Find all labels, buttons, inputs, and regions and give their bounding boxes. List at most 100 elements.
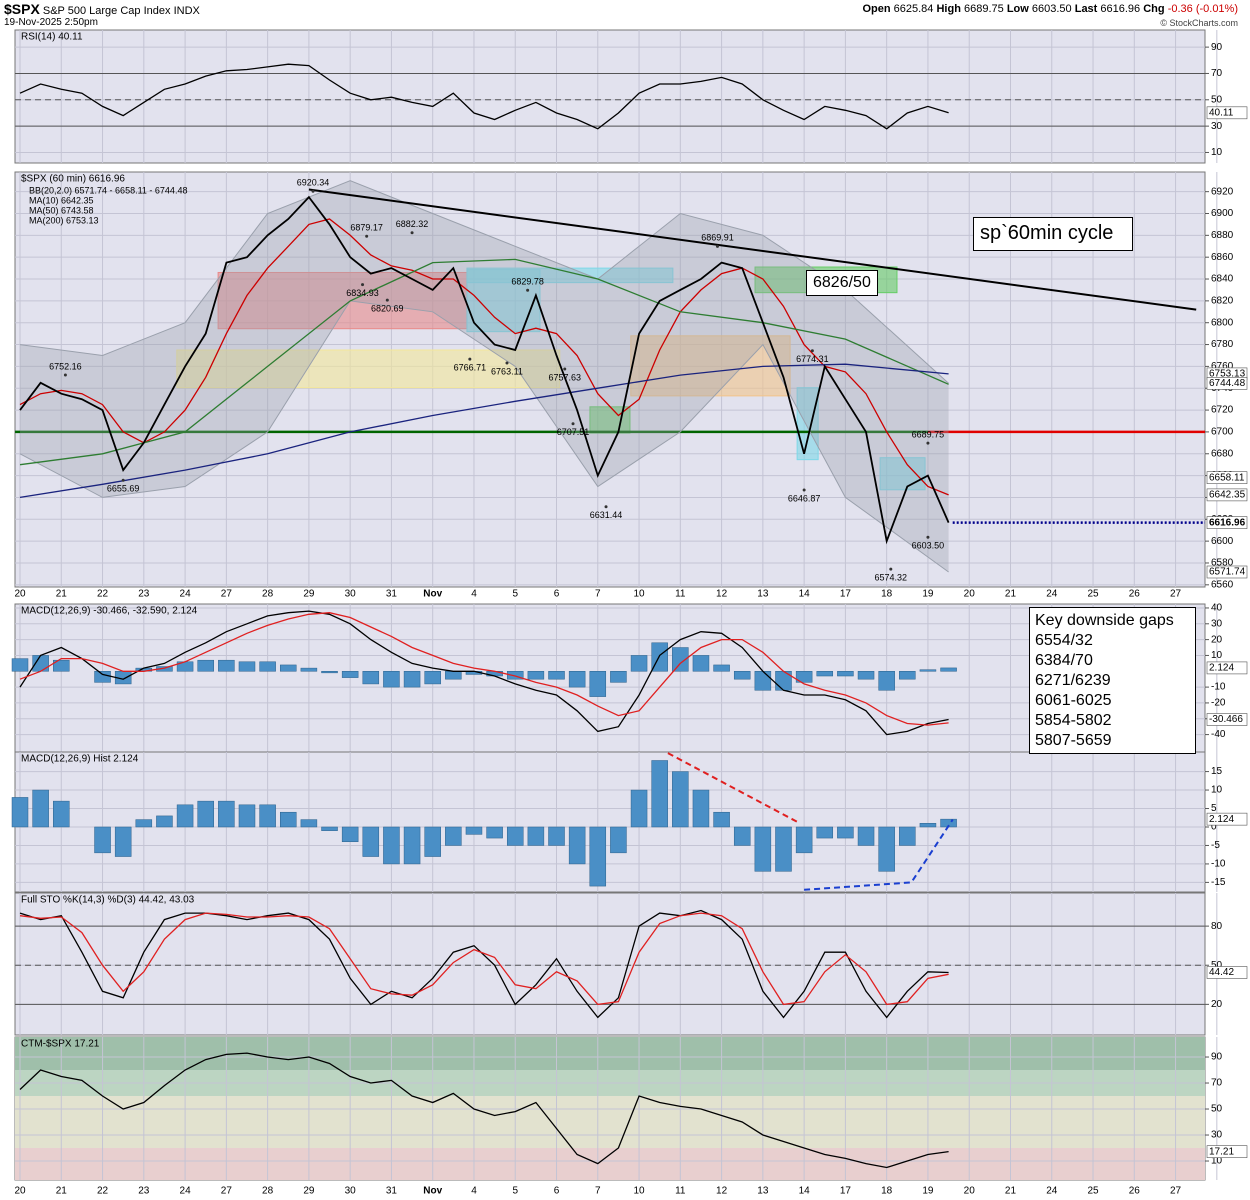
histogram-bar bbox=[672, 647, 689, 672]
panel-title: MACD(12,26,9) Hist 2.124 bbox=[21, 754, 139, 765]
panel-bg bbox=[14, 751, 1206, 893]
histogram-bar bbox=[403, 826, 421, 865]
histogram-bar bbox=[506, 826, 524, 846]
histogram-bar bbox=[362, 671, 380, 685]
last-value-box bbox=[1206, 488, 1248, 502]
x-tick-label: 7 bbox=[595, 1186, 601, 1197]
y-tick-label: 6600 bbox=[1211, 536, 1234, 547]
histogram-bar bbox=[321, 826, 338, 831]
x-tick-label: 13 bbox=[757, 1186, 769, 1197]
histogram-bar bbox=[692, 655, 710, 672]
y-tick-label: 10 bbox=[1211, 785, 1223, 796]
histogram-bar bbox=[94, 826, 111, 854]
annotation-label: 6869.91 bbox=[701, 233, 734, 243]
zone-label: 6826/50 bbox=[806, 270, 878, 296]
last-value-label: 2.124 bbox=[1209, 814, 1234, 825]
histogram-bar bbox=[630, 655, 648, 672]
x-tick-label: 31 bbox=[386, 589, 398, 600]
x-tick-label: Nov bbox=[423, 1186, 442, 1197]
band bbox=[15, 1096, 1205, 1149]
histogram-bar bbox=[238, 661, 256, 672]
x-tick-label: 5 bbox=[512, 1186, 518, 1197]
histogram-bar bbox=[506, 671, 524, 680]
x-tick-label: 27 bbox=[1170, 1186, 1182, 1197]
annotation-point bbox=[361, 283, 365, 287]
y-tick-label: 0 bbox=[1211, 822, 1217, 833]
histogram-bar bbox=[53, 659, 70, 672]
y-tick-label: 20 bbox=[1211, 999, 1223, 1010]
x-tick-label: 21 bbox=[56, 1186, 68, 1197]
series-line bbox=[19, 612, 949, 726]
x-tick-label: 27 bbox=[221, 589, 233, 600]
histogram-bar bbox=[857, 671, 875, 680]
histogram-bar bbox=[445, 826, 462, 846]
histogram-bar bbox=[280, 664, 297, 672]
annotation-point bbox=[410, 231, 414, 235]
histogram-bar bbox=[795, 826, 813, 854]
histogram-bar bbox=[114, 826, 132, 857]
last-value-label: 2.124 bbox=[1209, 663, 1234, 674]
histogram-bar bbox=[300, 667, 318, 672]
x-tick-label: 24 bbox=[180, 1186, 192, 1197]
annotation-label: 6646.87 bbox=[788, 493, 821, 503]
quote-label: Last bbox=[1074, 3, 1098, 15]
x-tick-label: 31 bbox=[386, 1186, 398, 1197]
panel-title: $SPX (60 min) 6616.96 bbox=[21, 174, 125, 185]
histogram-bar bbox=[465, 826, 483, 835]
histogram-bar bbox=[672, 771, 689, 828]
y-tick-label: 6900 bbox=[1211, 208, 1234, 219]
histogram-bar bbox=[651, 760, 668, 828]
annotation-label: 6879.17 bbox=[350, 223, 383, 233]
y-tick-label: 10 bbox=[1211, 147, 1223, 158]
legend-entry: MA(50) 6743.58 bbox=[29, 205, 94, 215]
last-value-box bbox=[1206, 516, 1248, 529]
histogram-bar bbox=[341, 671, 359, 678]
x-tick-label: 6 bbox=[554, 589, 560, 600]
annotation-label: 6655.69 bbox=[107, 484, 140, 494]
histogram-bar bbox=[589, 826, 607, 887]
x-tick-label: 27 bbox=[221, 1186, 233, 1197]
histogram-bar bbox=[424, 826, 441, 857]
panel-title: RSI(14) 40.11 bbox=[21, 32, 83, 43]
last-value-label: -30.466 bbox=[1209, 714, 1243, 725]
annotation-point bbox=[810, 349, 814, 353]
x-tick-label: 4 bbox=[471, 1186, 477, 1197]
histogram-bar bbox=[135, 819, 153, 828]
x-tick-label: 24 bbox=[180, 589, 192, 600]
panel-bg bbox=[14, 29, 1206, 164]
histogram-bar bbox=[218, 800, 235, 828]
quote-label: High bbox=[936, 3, 961, 15]
trendline bbox=[667, 752, 799, 824]
histogram-bar bbox=[280, 811, 297, 828]
x-tick-label: 20 bbox=[14, 589, 26, 600]
histogram-bar bbox=[733, 826, 751, 846]
quote-label: Low bbox=[1006, 3, 1029, 15]
gap-item: 6384/70 bbox=[1035, 652, 1093, 669]
zone bbox=[796, 387, 819, 461]
x-tick-label: 14 bbox=[799, 1186, 811, 1197]
histogram-bar bbox=[816, 671, 834, 677]
y-tick-label: 6560 bbox=[1211, 579, 1234, 590]
histogram-bar bbox=[878, 671, 895, 691]
y-tick-label: 30 bbox=[1211, 618, 1223, 629]
y-tick-label: 6880 bbox=[1211, 230, 1234, 241]
histogram-bar bbox=[445, 671, 462, 680]
histogram-bar bbox=[733, 671, 751, 680]
annotation-point bbox=[571, 422, 575, 426]
exchange: INDX bbox=[173, 5, 200, 17]
annotation-point bbox=[63, 373, 67, 377]
histogram-bar bbox=[795, 671, 813, 683]
legend-entry: BB(20,2.0) 6571.74 - 6658.11 - 6744.48 bbox=[29, 185, 187, 195]
panel-bg bbox=[14, 603, 1206, 753]
histogram-bar bbox=[568, 671, 586, 688]
histogram-bar bbox=[816, 826, 834, 839]
quote-value: 6689.75 bbox=[964, 3, 1004, 15]
y-tick-label: 10 bbox=[1211, 1156, 1223, 1167]
x-tick-label: 20 bbox=[964, 1186, 976, 1197]
bollinger-upper bbox=[19, 180, 949, 384]
x-tick-label: 22 bbox=[97, 1186, 109, 1197]
histogram-bar bbox=[775, 826, 792, 872]
x-tick-label: 12 bbox=[716, 589, 728, 600]
histogram-bar bbox=[692, 789, 710, 828]
